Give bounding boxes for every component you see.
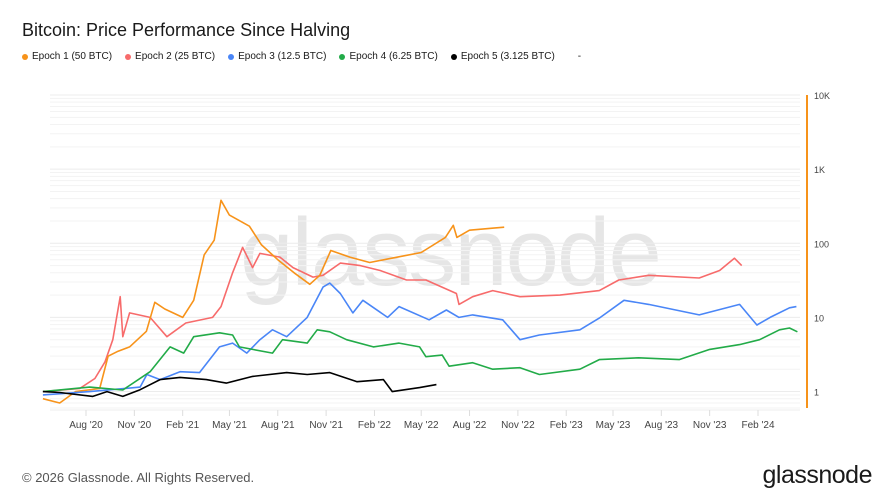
- x-tick-label: Aug '21: [261, 420, 295, 431]
- legend-label: Epoch 3 (12.5 BTC): [238, 51, 327, 62]
- legend-item[interactable]: Epoch 2 (25 BTC): [125, 51, 215, 62]
- legend-dot-icon: [450, 53, 457, 60]
- x-tick-label: Nov '21: [309, 420, 343, 431]
- legend: Epoch 1 (50 BTC) Epoch 2 (25 BTC) Epoch 3 …: [22, 51, 581, 62]
- series-line-epoch-4: [42, 327, 798, 393]
- legend-trailing: -: [577, 51, 582, 62]
- series-line-epoch-1: [42, 199, 505, 404]
- watermark: glassnode: [240, 199, 660, 306]
- y-tick-label: 10: [814, 313, 824, 323]
- x-tick-label: Feb '21: [166, 420, 199, 431]
- y-tick-label: 100: [814, 239, 829, 249]
- legend-label: Epoch 2 (25 BTC): [135, 51, 216, 62]
- x-tick-label: Nov '23: [693, 420, 727, 431]
- legend-dot-icon: [22, 53, 28, 60]
- x-tick-label: May '21: [212, 420, 247, 431]
- x-tick-label: Nov '20: [118, 420, 152, 431]
- legend-label: Epoch 1 (50 BTC): [32, 51, 113, 62]
- y-tick-label: 10K: [814, 91, 830, 101]
- chart-title: Bitcoin: Price Performance Since Halving: [22, 20, 351, 40]
- x-tick-label: Aug '23: [645, 420, 679, 431]
- series-line-epoch-2: [42, 246, 743, 393]
- x-tick-label: May '22: [404, 420, 439, 431]
- copyright-footer: © 2026 Glassnode. All Rights Reserved.: [22, 470, 255, 485]
- x-tick-label: Feb '24: [741, 420, 774, 431]
- legend-label: Epoch 5 (3.125 BTC): [460, 51, 555, 62]
- y-tick-label: 1K: [814, 165, 825, 175]
- legend-item[interactable]: Epoch 4 (6.25 BTC): [339, 51, 438, 62]
- x-tick-label: Feb '23: [550, 420, 583, 431]
- legend-item[interactable]: Epoch 3 (12.5 BTC): [228, 51, 326, 62]
- series-line-epoch-5: [42, 371, 437, 398]
- legend-dot-icon: [339, 53, 346, 60]
- legend-dot-icon: [125, 53, 132, 60]
- series-line-epoch-3: [42, 282, 797, 396]
- x-tick-label: Aug '20: [69, 420, 103, 431]
- legend-label: Epoch 4 (6.25 BTC): [349, 51, 438, 62]
- legend-item[interactable]: Epoch 1 (50 BTC): [22, 51, 112, 62]
- x-tick-label: May '23: [596, 420, 631, 431]
- x-tick-label: Feb '22: [358, 420, 391, 431]
- y-tick-label: 1: [814, 388, 819, 398]
- legend-item[interactable]: Epoch 5 (3.125 BTC): [450, 51, 555, 62]
- glassnode-logo[interactable]: glassnode: [762, 461, 873, 489]
- x-tick-label: Nov '22: [501, 420, 535, 431]
- legend-dot-icon: [228, 53, 235, 60]
- x-tick-label: Aug '22: [453, 420, 487, 431]
